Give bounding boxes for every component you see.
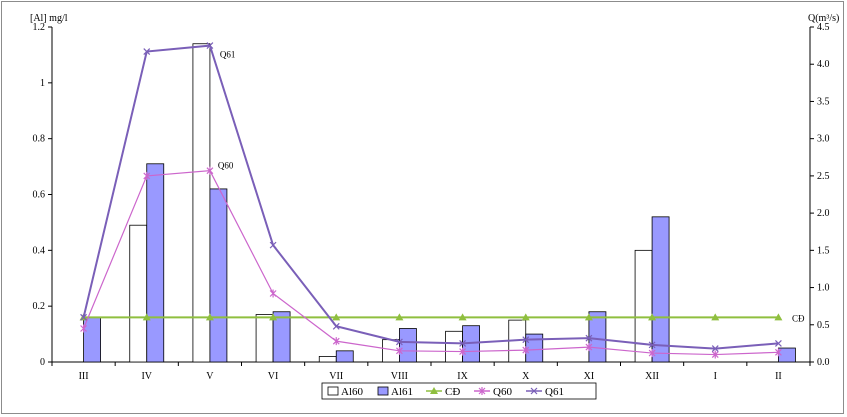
legend-label-q61: Q61 [545,386,564,398]
bar-al60 [318,356,337,363]
legend-label-q60: Q60 [493,386,512,398]
annotation-q60: Q60 [218,161,234,171]
marker-q60 [80,324,88,333]
y-right-axis-title: Q(m³/s) [808,13,839,24]
bar-al60 [129,224,148,363]
marker-q60 [711,350,719,359]
y-right-tick-label: 0.0 [817,357,830,368]
bar-al61 [588,311,607,363]
line-q61 [82,44,779,350]
bar-al61 [83,316,101,363]
x-tick-label: XII [645,371,659,382]
legend-label-al60: Al60 [341,386,364,398]
y-right-tick-label: 4.5 [817,22,830,33]
y-right-tick-label: 3.5 [817,96,830,107]
y-left-tick-label: 0 [40,357,45,368]
legend-box [321,382,597,400]
marker-q61 [80,313,88,321]
x-tick-label: I [714,371,717,382]
marker-q61 [269,241,277,249]
x-tick-label: IX [457,371,468,382]
marker-q61 [648,341,656,349]
x-tick-label: II [775,371,782,382]
marker-q60 [395,346,403,355]
y-left-tick-label: 1 [40,78,45,89]
legend-marker-q60 [478,387,486,395]
bar-al61 [399,328,417,363]
marker-cđ [395,313,404,321]
y-right-tick-label: 2.5 [817,171,830,182]
x-tick-label: V [206,371,214,382]
legend-marker-cđ [430,387,438,394]
legend-marker-q61 [530,387,538,395]
y-right-tick-label: 3.0 [817,134,830,145]
x-tick-label: VI [268,371,279,382]
x-tick-label: IV [141,371,152,382]
marker-cđ [458,313,467,321]
y-left-tick-label: 0.2 [33,301,46,312]
marker-cđ [332,313,341,321]
marker-q60 [332,337,340,346]
marker-cđ [521,313,530,321]
marker-cđ [205,313,214,321]
y-left-tick-label: 0.4 [33,245,46,256]
y-left-tick-label: 0.8 [33,134,46,145]
marker-q60 [269,289,277,298]
marker-q60 [774,348,782,357]
x-tick-label: III [79,371,89,382]
annotation-q61: Q61 [220,50,236,60]
marker-q60 [143,171,151,180]
line-q60 [83,170,779,356]
marker-q61 [774,339,782,347]
marker-q61 [332,322,340,330]
marker-cđ [269,313,278,321]
marker-q61 [585,334,593,342]
bar-al60 [255,314,274,363]
marker-q61 [522,336,530,344]
bar-al61 [146,163,165,363]
marker-q61 [711,345,719,353]
marker-q61 [459,339,467,347]
marker-q60 [522,346,530,355]
x-tick-label: XI [584,371,595,382]
bar-al61 [272,311,291,363]
marker-cđ [648,313,657,321]
marker-q61 [395,338,403,346]
marker-cđ [774,313,783,321]
y-left-axis-title: [Al] mg/l [30,13,68,24]
x-tick-label: VIII [391,371,408,382]
marker-cđ [584,313,593,321]
x-tick-label: VII [329,371,343,382]
marker-q60 [206,166,214,175]
y-right-tick-label: 1.0 [817,283,830,294]
y-right-tick-label: 4.0 [817,59,830,70]
bar-al61 [335,350,354,363]
bar-al60 [192,43,211,363]
legend-swatch-al60 [327,386,339,396]
marker-q60 [585,343,593,352]
marker-cđ [711,313,720,321]
x-tick-label: X [522,371,530,382]
y-right-tick-label: 1.5 [817,245,830,256]
annotation-cđ: CĐ [792,313,805,323]
marker-cđ [142,313,151,321]
y-right-tick-label: 0.5 [817,320,830,331]
marker-q60 [459,347,467,356]
legend-swatch-al61 [377,386,389,396]
y-right-tick-label: 2.0 [817,208,830,219]
marker-q61 [206,42,214,50]
y-left-tick-label: 1.2 [33,22,46,33]
marker-q60 [648,349,656,358]
legend-label-cđ: CĐ [445,386,460,398]
legend-label-al61: Al61 [391,386,413,398]
bar-al61 [209,188,228,363]
y-left-tick-label: 0.6 [33,190,46,201]
bar-al61 [651,216,670,363]
marker-q61 [143,48,151,55]
